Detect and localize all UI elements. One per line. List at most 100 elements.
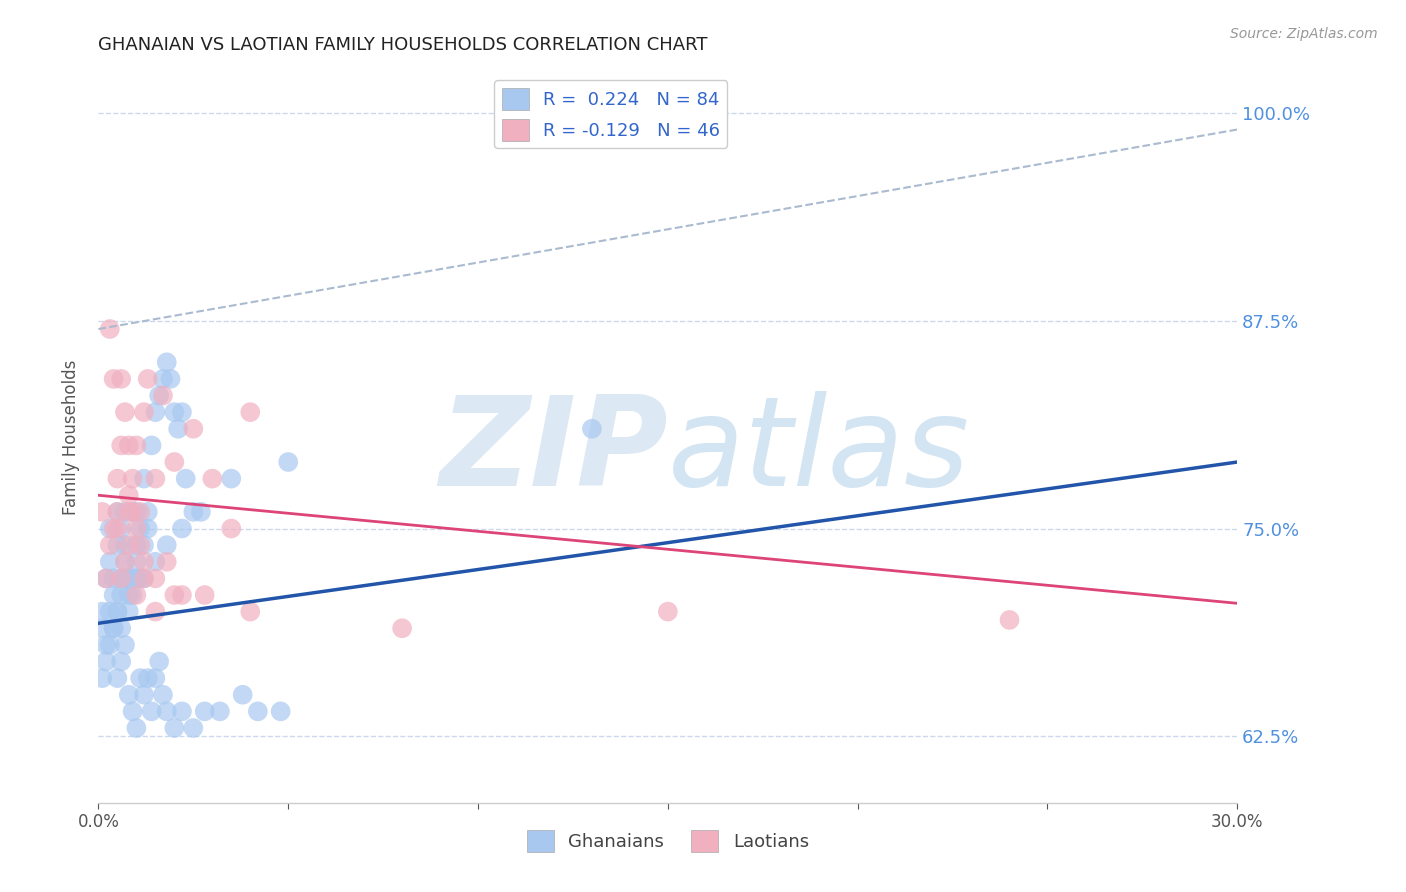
Point	[152, 388, 174, 402]
Point	[118, 588, 141, 602]
Point	[103, 521, 125, 535]
Point	[232, 688, 254, 702]
Point	[201, 472, 224, 486]
Point	[152, 372, 174, 386]
Point	[239, 605, 262, 619]
Point	[118, 688, 141, 702]
Point	[132, 555, 155, 569]
Point	[156, 555, 179, 569]
Point	[132, 571, 155, 585]
Point	[156, 704, 179, 718]
Point	[183, 721, 205, 735]
Point	[167, 422, 190, 436]
Point	[121, 505, 143, 519]
Point	[94, 655, 117, 669]
Point	[221, 521, 243, 535]
Point	[183, 505, 205, 519]
Point	[145, 555, 167, 569]
Point	[107, 538, 129, 552]
Point	[132, 405, 155, 419]
Point	[125, 505, 148, 519]
Point	[118, 505, 141, 519]
Point	[103, 621, 125, 635]
Y-axis label: Family Households: Family Households	[62, 359, 80, 515]
Point	[110, 521, 132, 535]
Point	[107, 605, 129, 619]
Point	[121, 588, 143, 602]
Point	[129, 538, 152, 552]
Point	[98, 322, 121, 336]
Point	[118, 571, 141, 585]
Point	[125, 571, 148, 585]
Point	[132, 688, 155, 702]
Point	[125, 721, 148, 735]
Point	[98, 605, 121, 619]
Point	[121, 472, 143, 486]
Point	[107, 671, 129, 685]
Point	[107, 521, 129, 535]
Point	[94, 571, 117, 585]
Point	[107, 505, 129, 519]
Point	[114, 538, 136, 552]
Point	[141, 438, 163, 452]
Point	[156, 355, 179, 369]
Point	[136, 505, 159, 519]
Point	[103, 571, 125, 585]
Text: Source: ZipAtlas.com: Source: ZipAtlas.com	[1230, 27, 1378, 41]
Point	[163, 588, 186, 602]
Point	[246, 704, 269, 718]
Point	[110, 571, 132, 585]
Point	[110, 621, 132, 635]
Point	[114, 405, 136, 419]
Point	[110, 588, 132, 602]
Point	[581, 422, 603, 436]
Point	[121, 505, 143, 519]
Point	[141, 704, 163, 718]
Point	[98, 538, 121, 552]
Point	[125, 521, 148, 535]
Point	[107, 472, 129, 486]
Point	[114, 505, 136, 519]
Point	[145, 405, 167, 419]
Point	[657, 605, 679, 619]
Point	[110, 372, 132, 386]
Point	[129, 671, 152, 685]
Point	[118, 538, 141, 552]
Point	[132, 472, 155, 486]
Point	[145, 472, 167, 486]
Point	[125, 538, 148, 552]
Point	[103, 588, 125, 602]
Point	[170, 704, 193, 718]
Point	[208, 704, 231, 718]
Point	[91, 671, 114, 685]
Point	[163, 455, 186, 469]
Point	[129, 521, 152, 535]
Point	[145, 605, 167, 619]
Point	[94, 638, 117, 652]
Point	[114, 571, 136, 585]
Point	[270, 704, 292, 718]
Point	[98, 521, 121, 535]
Point	[163, 721, 186, 735]
Point	[145, 571, 167, 585]
Point	[183, 422, 205, 436]
Point	[239, 405, 262, 419]
Text: ZIP: ZIP	[439, 392, 668, 512]
Point	[121, 571, 143, 585]
Point	[277, 455, 299, 469]
Point	[114, 555, 136, 569]
Text: atlas: atlas	[668, 392, 970, 512]
Point	[190, 505, 212, 519]
Point	[125, 438, 148, 452]
Point	[91, 505, 114, 519]
Point	[98, 555, 121, 569]
Point	[136, 372, 159, 386]
Point	[107, 505, 129, 519]
Point	[110, 438, 132, 452]
Point	[91, 605, 114, 619]
Point	[121, 704, 143, 718]
Point	[148, 388, 170, 402]
Point	[129, 571, 152, 585]
Point	[145, 671, 167, 685]
Point	[103, 621, 125, 635]
